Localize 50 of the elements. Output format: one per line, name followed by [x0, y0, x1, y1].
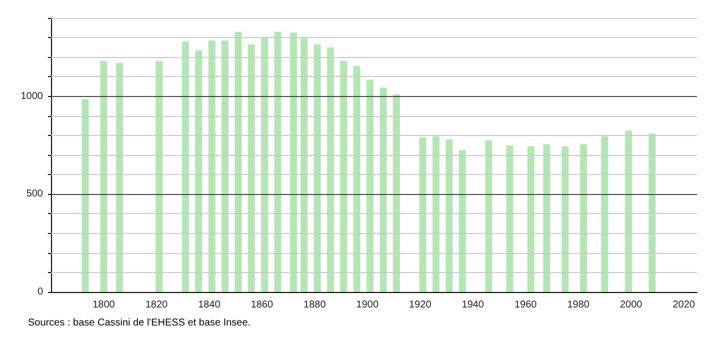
x-tick-label: 2000 — [620, 300, 643, 310]
bar — [300, 38, 308, 292]
x-tick-label: 2020 — [672, 300, 696, 310]
bar — [222, 40, 229, 292]
y-tick-label: 1000 — [20, 90, 44, 102]
x-tick-label: 1940 — [462, 300, 484, 310]
x-tick-label: 1860 — [250, 300, 274, 310]
bar — [624, 130, 632, 292]
bar — [432, 136, 440, 292]
bar — [274, 32, 282, 292]
bar — [156, 61, 163, 292]
bar — [601, 136, 608, 292]
bar — [182, 41, 189, 292]
bar — [340, 61, 348, 292]
bar — [392, 94, 400, 292]
bar — [543, 144, 550, 292]
source-note: Sources : base Cassini de l'EHESS et base Insee. — [28, 318, 251, 328]
x-tick-label: 1880 — [304, 300, 326, 310]
bar — [195, 50, 202, 292]
y-tick-label: 0 — [37, 286, 44, 298]
bar — [527, 146, 534, 292]
x-tick-label: 1840 — [198, 300, 221, 310]
x-tick-label: 1980 — [567, 300, 590, 310]
bar — [485, 140, 492, 292]
bar — [82, 99, 89, 292]
x-tick-label: 1960 — [514, 300, 538, 310]
bar — [248, 44, 255, 292]
bar — [580, 144, 588, 292]
bar — [446, 139, 453, 292]
bar — [314, 44, 321, 292]
bar — [648, 133, 656, 292]
bar — [234, 32, 242, 292]
bar — [116, 63, 124, 292]
bar — [366, 80, 374, 292]
bar — [100, 61, 108, 292]
bar — [380, 87, 387, 292]
bar — [506, 145, 514, 292]
bar — [290, 32, 298, 292]
bar — [419, 137, 426, 292]
bar — [208, 40, 216, 292]
x-tick-label: 1920 — [409, 300, 432, 310]
bar — [261, 38, 268, 292]
x-tick-label: 1800 — [92, 300, 116, 310]
bar — [326, 47, 334, 292]
bar — [458, 150, 466, 292]
bar — [353, 66, 360, 292]
bar — [562, 146, 569, 292]
y-tick-label: 500 — [26, 188, 44, 200]
x-tick-label: 1900 — [356, 300, 379, 310]
x-tick-label: 1820 — [145, 300, 168, 310]
